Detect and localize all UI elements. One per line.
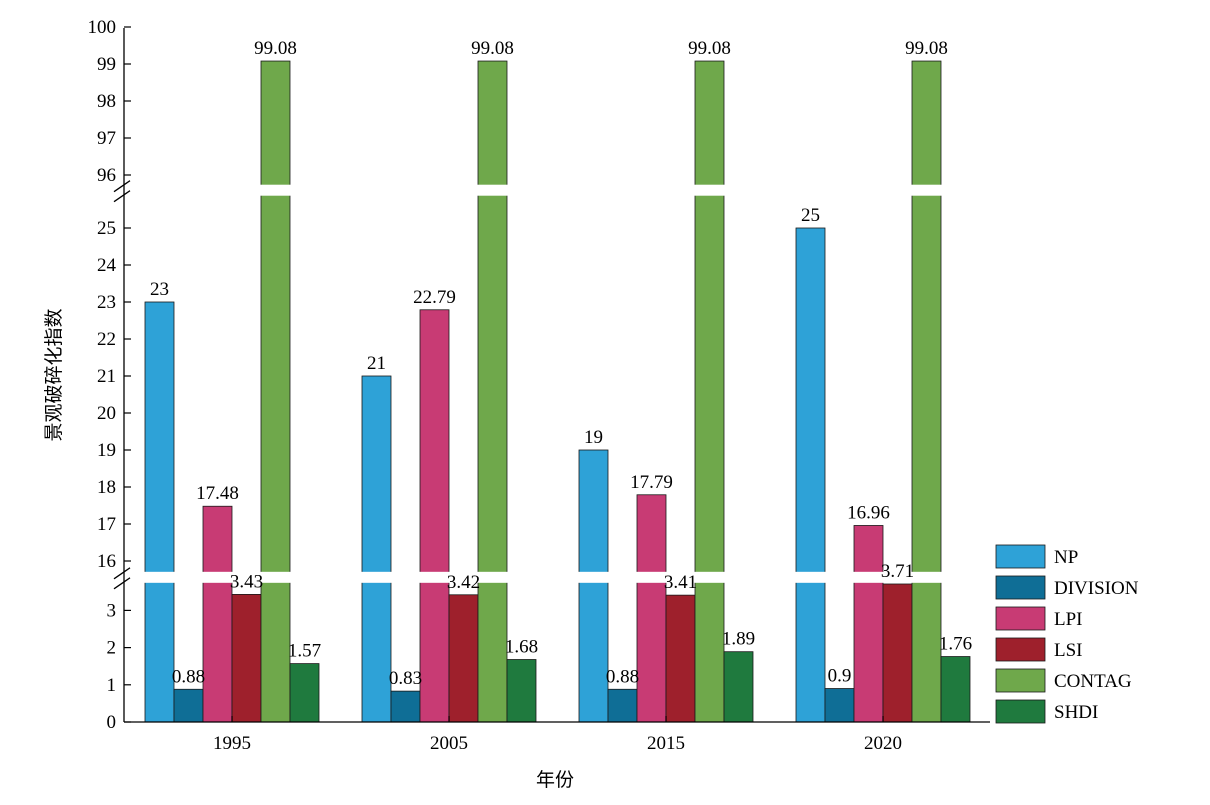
y-axis-title: 景观破碎化指数 [43,308,65,441]
x-tick-label-2005: 2005 [430,733,468,754]
y-tick-label-22: 22 [97,329,116,350]
axis-break-gap-1 [126,571,996,583]
data-labels: 23 21 19 25 0.88 0.83 0.88 0.9 17.48 22.79 17.79 16… [150,38,972,689]
data-label-np-2020: 25 [801,205,820,226]
data-label-contag-1995: 99.08 [254,38,297,59]
data-label-division-2005: 0.83 [389,668,422,689]
bar-lsi-2015 [665,594,696,723]
y-tick-label-24: 24 [97,255,117,276]
legend-label-lsi: LSI [1054,640,1083,661]
y-tick-label-23: 23 [97,292,116,313]
bar-contag-1995 [260,60,291,723]
data-label-contag-2020: 99.08 [905,38,948,59]
data-label-lpi-2005: 22.79 [413,287,456,308]
data-label-np-2005: 21 [367,353,386,374]
bar-division-2005 [390,690,421,723]
x-tick-label-2020: 2020 [864,733,902,754]
y-tick-label-3: 3 [107,600,117,621]
x-tick-label-1995: 1995 [213,733,251,754]
legend-swatch-contag [995,668,1046,693]
y-tick-label-97: 97 [97,128,116,149]
x-ticks: 1995 2005 2015 2020 [213,716,902,754]
bar-lsi-2020 [882,583,913,723]
bar-shdi-1995 [289,663,320,723]
axis-break-gap-2 [126,184,996,196]
data-label-lpi-1995: 17.48 [196,483,239,504]
legend-label-np: NP [1054,547,1078,568]
bar-np-1995 [144,301,175,723]
bar-lpi-1995 [202,505,233,723]
data-label-division-1995: 0.88 [172,666,205,687]
y-tick-label-96: 96 [97,165,116,186]
bar-lpi-2015 [636,494,667,723]
data-label-lsi-2005: 3.42 [447,572,480,593]
legend-swatch-np [995,544,1046,569]
data-label-shdi-2015: 1.89 [722,629,755,650]
axis-break-mark-upper-1 [113,567,131,580]
data-label-contag-2005: 99.08 [471,38,514,59]
x-axis-title: 年份 [536,769,574,791]
data-label-shdi-2020: 1.76 [939,634,972,655]
y-tick-label-16: 16 [97,551,116,572]
legend-label-lpi: LPI [1054,609,1083,630]
data-label-lsi-2020: 3.71 [881,561,914,582]
y-tick-label-1: 1 [107,675,117,696]
bar-lpi-2020 [853,525,884,723]
bar-contag-2015 [694,60,725,723]
bar-shdi-2005 [506,659,537,723]
y-tick-label-20: 20 [97,403,116,424]
data-label-lpi-2020: 16.96 [847,502,890,523]
legend-swatch-lsi [995,637,1046,662]
data-label-lsi-2015: 3.41 [664,572,697,593]
legend-label-contag: CONTAG [1054,671,1132,692]
legend-swatch-shdi [995,699,1046,724]
data-label-shdi-2005: 1.68 [505,637,538,658]
bar-shdi-2015 [723,651,754,723]
legend-label-division: DIVISION [1054,578,1139,599]
legend-label-shdi: SHDI [1054,702,1098,723]
bar-np-2005 [361,375,392,723]
legend-swatch-lpi [995,606,1046,631]
bar-np-2015 [578,449,609,723]
y-tick-label-18: 18 [97,477,116,498]
bar-lpi-2005 [419,309,450,723]
bar-np-2020 [795,227,826,723]
y-tick-label-0: 0 [107,712,117,733]
bar-contag-2005 [477,60,508,723]
axis-break-mark-lower-1 [113,577,131,590]
y-tick-label-25: 25 [97,218,116,239]
x-tick-label-2015: 2015 [647,733,685,754]
bar-division-2020 [824,688,855,723]
data-label-np-1995: 23 [150,279,169,300]
y-tick-label-98: 98 [97,91,116,112]
bar-lsi-1995 [231,594,262,723]
y-tick-label-99: 99 [97,54,116,75]
y-tick-label-17: 17 [97,514,116,535]
y-tick-label-100: 100 [88,17,117,38]
y-tick-label-19: 19 [97,440,116,461]
bar-lsi-2005 [448,594,479,723]
data-label-shdi-1995: 1.57 [288,641,321,662]
data-label-contag-2015: 99.08 [688,38,731,59]
axis-break-mark-upper-2 [113,180,131,193]
bars-layer [144,60,971,723]
data-label-division-2020: 0.9 [828,666,852,687]
legend-swatch-division [995,575,1046,600]
bar-division-1995 [173,688,204,723]
axis-break-mark-lower-2 [113,190,131,203]
bar-contag-2020 [911,60,942,723]
data-label-lpi-2015: 17.79 [630,472,673,493]
legend: NP DIVISION LPI LSI CONTAG SHDI [995,544,1139,724]
bar-division-2015 [607,688,638,723]
data-label-lsi-1995: 3.43 [230,571,263,592]
y-tick-label-21: 21 [97,366,116,387]
bar-shdi-2020 [940,656,971,723]
data-label-division-2015: 0.88 [606,666,639,687]
y-tick-label-2: 2 [107,638,117,659]
data-label-np-2015: 19 [584,427,603,448]
